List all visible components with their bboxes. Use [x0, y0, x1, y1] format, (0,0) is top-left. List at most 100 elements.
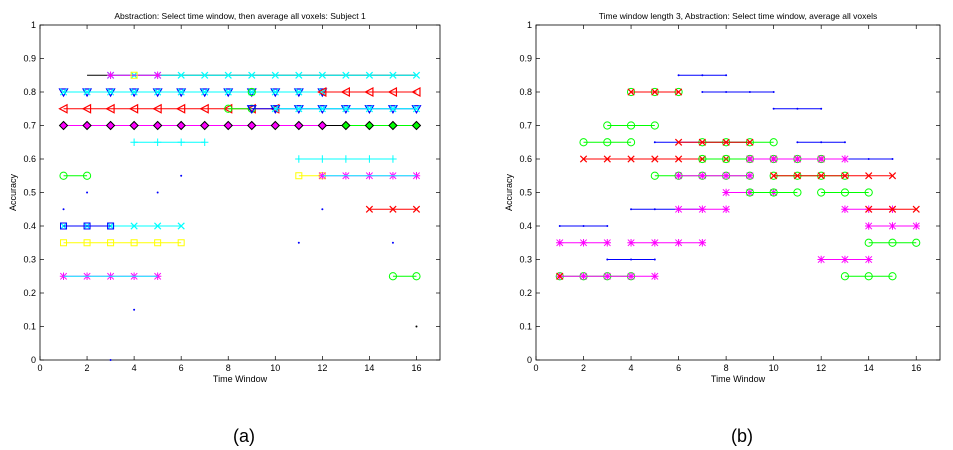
- marker-triangle-left: [340, 87, 350, 97]
- series-28: [865, 222, 920, 230]
- y-tick-label: 0.1: [23, 322, 36, 332]
- marker-triangle-left: [411, 87, 421, 97]
- marker-x: [674, 138, 683, 146]
- y-tick-label: 0.9: [23, 54, 36, 64]
- marker-star: [698, 205, 707, 213]
- marker-star: [579, 239, 588, 247]
- series-3: [130, 71, 138, 79]
- x-tick-label: 10: [769, 363, 779, 373]
- marker-circle: [224, 104, 233, 113]
- marker-x: [271, 71, 279, 79]
- marker-x: [59, 222, 68, 230]
- series-1: [701, 91, 775, 93]
- marker-circle: [864, 238, 873, 247]
- marker-x: [248, 88, 256, 96]
- marker-triangle-left: [317, 87, 327, 97]
- series-36: [391, 241, 394, 244]
- y-tick-label: 0.5: [519, 188, 532, 198]
- series-13: [58, 120, 328, 131]
- marker-star: [841, 155, 849, 163]
- marker-x: [318, 71, 326, 79]
- marker-dot: [820, 107, 823, 110]
- marker-dot: [701, 74, 704, 77]
- y-tick-label: 0.6: [519, 154, 532, 164]
- series-28: [62, 208, 65, 211]
- marker-star: [841, 205, 849, 213]
- series-17: [746, 155, 849, 163]
- series-17: [59, 171, 92, 180]
- marker-star: [698, 239, 707, 247]
- marker-star: [817, 155, 825, 163]
- marker-x: [817, 172, 825, 180]
- y-tick-label: 0.2: [519, 288, 532, 298]
- marker-circle: [864, 272, 873, 281]
- marker-star: [746, 155, 754, 163]
- marker-circle: [388, 272, 398, 281]
- marker-plus: [201, 138, 209, 146]
- marker-x: [130, 88, 138, 96]
- marker-x: [201, 71, 209, 79]
- marker-x: [627, 88, 635, 96]
- marker-circle: [626, 121, 636, 130]
- marker-circle: [745, 188, 754, 197]
- marker-dot: [133, 308, 136, 311]
- marker-plus: [177, 138, 185, 146]
- series-11: [271, 105, 421, 113]
- marker-dot: [630, 208, 633, 211]
- marker-square: [107, 239, 115, 247]
- x-tick-label: 4: [132, 363, 137, 373]
- y-axis-label: Accuracy: [8, 173, 18, 211]
- series-30: [627, 239, 707, 247]
- marker-dot: [391, 241, 394, 244]
- marker-x: [912, 205, 920, 213]
- marker-circle: [650, 171, 659, 180]
- x-tick-label: 6: [676, 363, 681, 373]
- marker-plus: [365, 155, 374, 163]
- marker-star: [841, 255, 849, 264]
- marker-star: [865, 255, 873, 264]
- marker-circle: [817, 188, 826, 197]
- marker-x: [154, 88, 162, 96]
- marker-circle: [864, 188, 873, 197]
- series-29: [86, 191, 89, 194]
- marker-dot: [725, 91, 728, 93]
- marker-x: [698, 138, 706, 146]
- y-tick-label: 0.4: [23, 221, 36, 231]
- series-14: [674, 138, 754, 146]
- series-19: [674, 172, 754, 180]
- marker-x: [295, 71, 303, 79]
- chart-title: Time window length 3, Abstraction: Selec…: [599, 11, 877, 21]
- y-tick-label: 1: [31, 20, 36, 30]
- marker-triangle-left: [152, 103, 162, 114]
- series-15: [130, 138, 209, 146]
- marker-circle: [888, 238, 897, 247]
- marker-triangle-left: [175, 103, 186, 114]
- marker-x: [59, 88, 68, 96]
- marker-diamond: [388, 120, 398, 131]
- marker-star: [627, 239, 635, 247]
- marker-x: [177, 71, 185, 79]
- marker-plus: [318, 155, 327, 163]
- x-tick-label: 16: [411, 363, 421, 373]
- marker-diamond: [341, 120, 351, 131]
- series-0: [677, 74, 728, 77]
- marker-star: [106, 71, 115, 79]
- marker-x: [651, 155, 659, 163]
- series-6: [558, 225, 609, 227]
- series-36: [556, 272, 564, 280]
- marker-dot: [748, 91, 751, 93]
- marker-dot: [630, 258, 633, 261]
- y-tick-label: 0.6: [23, 154, 36, 164]
- marker-square: [60, 239, 68, 247]
- marker-circle: [888, 272, 897, 281]
- marker-dot: [415, 325, 418, 328]
- marker-dot: [677, 74, 680, 77]
- y-tick-label: 0: [527, 355, 532, 365]
- plot-area: [39, 24, 441, 361]
- marker-star: [674, 239, 683, 247]
- marker-triangle-left: [81, 103, 92, 114]
- marker-x: [651, 88, 659, 96]
- marker-dot: [109, 359, 112, 361]
- marker-x: [177, 88, 185, 96]
